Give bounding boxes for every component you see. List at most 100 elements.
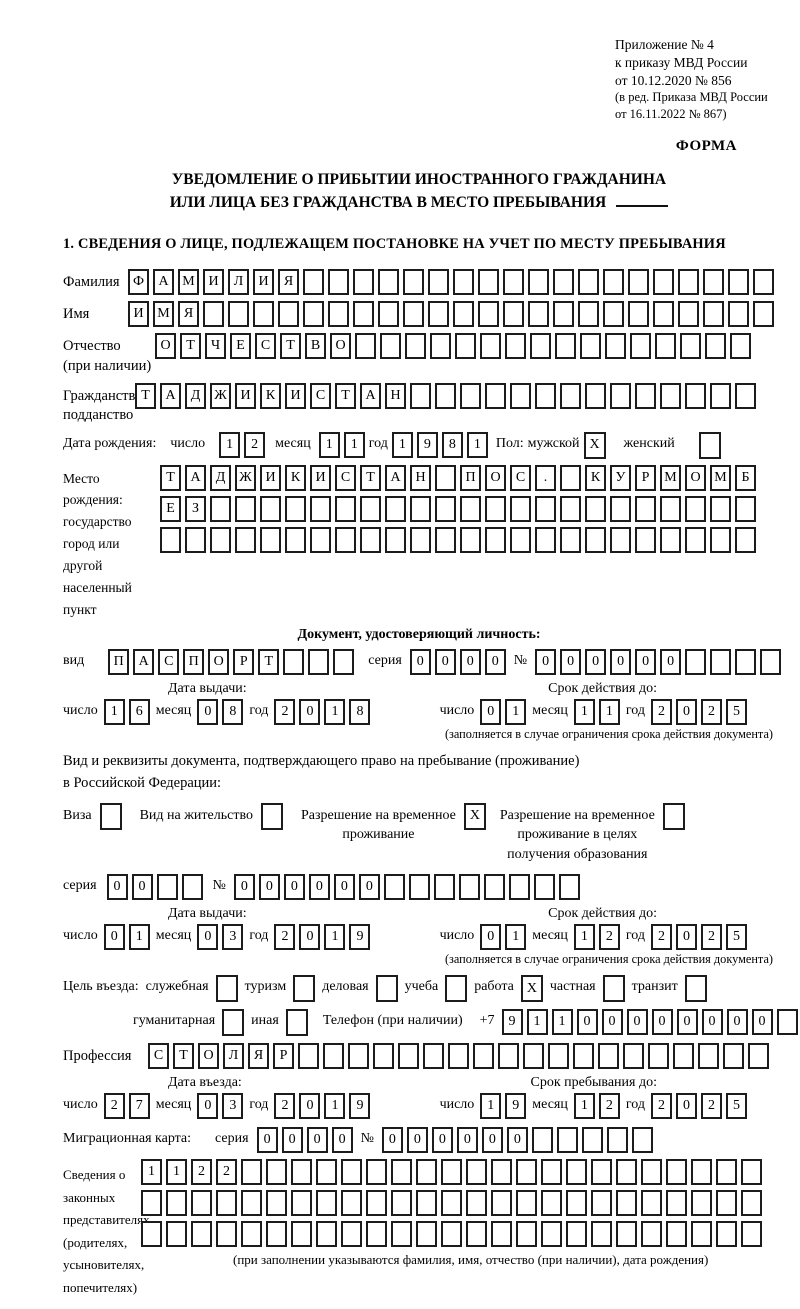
char-cell[interactable] [348,1043,369,1070]
char-cell[interactable] [408,874,430,901]
char-cell[interactable]: О [685,464,706,491]
char-cell[interactable] [466,1190,487,1217]
char-cell[interactable] [341,1190,362,1217]
char-cell[interactable] [728,301,749,328]
char-cell[interactable] [710,382,731,409]
char-cell[interactable]: К [585,464,606,491]
char-cell[interactable]: 2 [274,698,296,725]
char-cell[interactable] [605,333,626,360]
char-cell[interactable] [623,1043,644,1070]
char-cell[interactable] [360,526,381,553]
char-cell[interactable]: З [185,495,206,522]
char-cell[interactable] [530,333,551,360]
char-cell[interactable] [391,1221,412,1248]
char-cell[interactable] [378,301,399,328]
char-cell[interactable]: М [660,464,681,491]
char-cell[interactable]: 0 [676,924,697,951]
char-cell[interactable] [776,1009,798,1036]
char-cell[interactable] [660,526,681,553]
char-cell[interactable] [478,269,499,296]
char-cell[interactable] [591,1190,612,1217]
char-cell[interactable] [528,269,549,296]
char-cell[interactable]: 0 [103,924,125,951]
char-cell[interactable]: П [460,464,481,491]
char-cell[interactable] [141,1190,162,1217]
char-cell[interactable]: Т [135,382,156,409]
char-cell[interactable] [641,1221,662,1248]
char-cell[interactable] [685,526,706,553]
char-cell[interactable]: . [535,464,556,491]
char-cell[interactable] [460,495,481,522]
char-cell[interactable] [383,874,405,901]
char-cell[interactable] [503,301,524,328]
char-cell[interactable]: 0 [601,1009,623,1036]
char-cell[interactable] [335,526,356,553]
char-cell[interactable] [691,1190,712,1217]
char-cell[interactable]: С [510,464,531,491]
char-cell[interactable] [210,526,231,553]
char-cell[interactable]: С [335,464,356,491]
char-cell[interactable] [385,495,406,522]
char-cell[interactable]: Ж [235,464,256,491]
char-cell[interactable]: 2 [651,1093,672,1120]
char-cell[interactable] [666,1221,687,1248]
purpose-transit-checkbox[interactable] [684,975,707,1003]
char-cell[interactable] [185,526,206,553]
char-cell[interactable] [753,269,774,296]
char-cell[interactable] [698,1043,719,1070]
char-cell[interactable]: 0 [726,1009,748,1036]
char-cell[interactable]: 0 [480,698,502,725]
char-cell[interactable] [435,526,456,553]
char-cell[interactable]: 0 [676,1093,697,1120]
purpose-other-checkbox[interactable] [285,1009,308,1037]
char-cell[interactable]: О [198,1043,219,1070]
char-cell[interactable] [316,1159,337,1186]
char-cell[interactable] [430,333,451,360]
char-cell[interactable]: 1 [526,1009,548,1036]
char-cell[interactable]: 8 [441,431,463,458]
char-cell[interactable] [428,269,449,296]
char-cell[interactable]: 0 [308,874,330,901]
char-cell[interactable] [455,333,476,360]
char-cell[interactable] [241,1190,262,1217]
char-cell[interactable] [156,874,178,901]
char-cell[interactable] [603,301,624,328]
char-cell[interactable] [441,1159,462,1186]
char-cell[interactable]: 0 [256,1127,278,1154]
char-cell[interactable] [366,1221,387,1248]
char-cell[interactable]: 2 [598,1093,620,1120]
char-cell[interactable]: 1 [318,431,340,458]
purpose-private-checkbox[interactable] [602,975,625,1003]
char-cell[interactable] [541,1190,562,1217]
char-cell[interactable] [635,526,656,553]
char-cell[interactable] [235,495,256,522]
char-cell[interactable]: 0 [481,1127,503,1154]
char-cell[interactable] [380,333,401,360]
char-cell[interactable]: 2 [216,1159,237,1186]
char-cell[interactable] [410,526,431,553]
char-cell[interactable] [485,382,506,409]
char-cell[interactable] [616,1221,637,1248]
char-cell[interactable]: 5 [726,698,747,725]
char-cell[interactable]: 9 [501,1009,523,1036]
char-cell[interactable]: С [158,648,180,675]
char-cell[interactable]: О [155,333,176,360]
char-cell[interactable] [473,1043,494,1070]
char-cell[interactable]: 2 [701,924,722,951]
char-cell[interactable]: Я [178,301,199,328]
char-cell[interactable] [460,526,481,553]
char-cell[interactable] [591,1159,612,1186]
char-cell[interactable]: О [330,333,351,360]
char-cell[interactable]: С [310,382,331,409]
char-cell[interactable] [405,333,426,360]
char-cell[interactable] [606,1127,628,1154]
char-cell[interactable] [685,382,706,409]
char-cell[interactable]: 7 [128,1093,150,1120]
char-cell[interactable]: С [148,1043,169,1070]
char-cell[interactable] [556,1127,578,1154]
char-cell[interactable] [491,1190,512,1217]
char-cell[interactable] [403,301,424,328]
char-cell[interactable]: Т [180,333,201,360]
char-cell[interactable]: И [253,269,274,296]
char-cell[interactable] [328,301,349,328]
